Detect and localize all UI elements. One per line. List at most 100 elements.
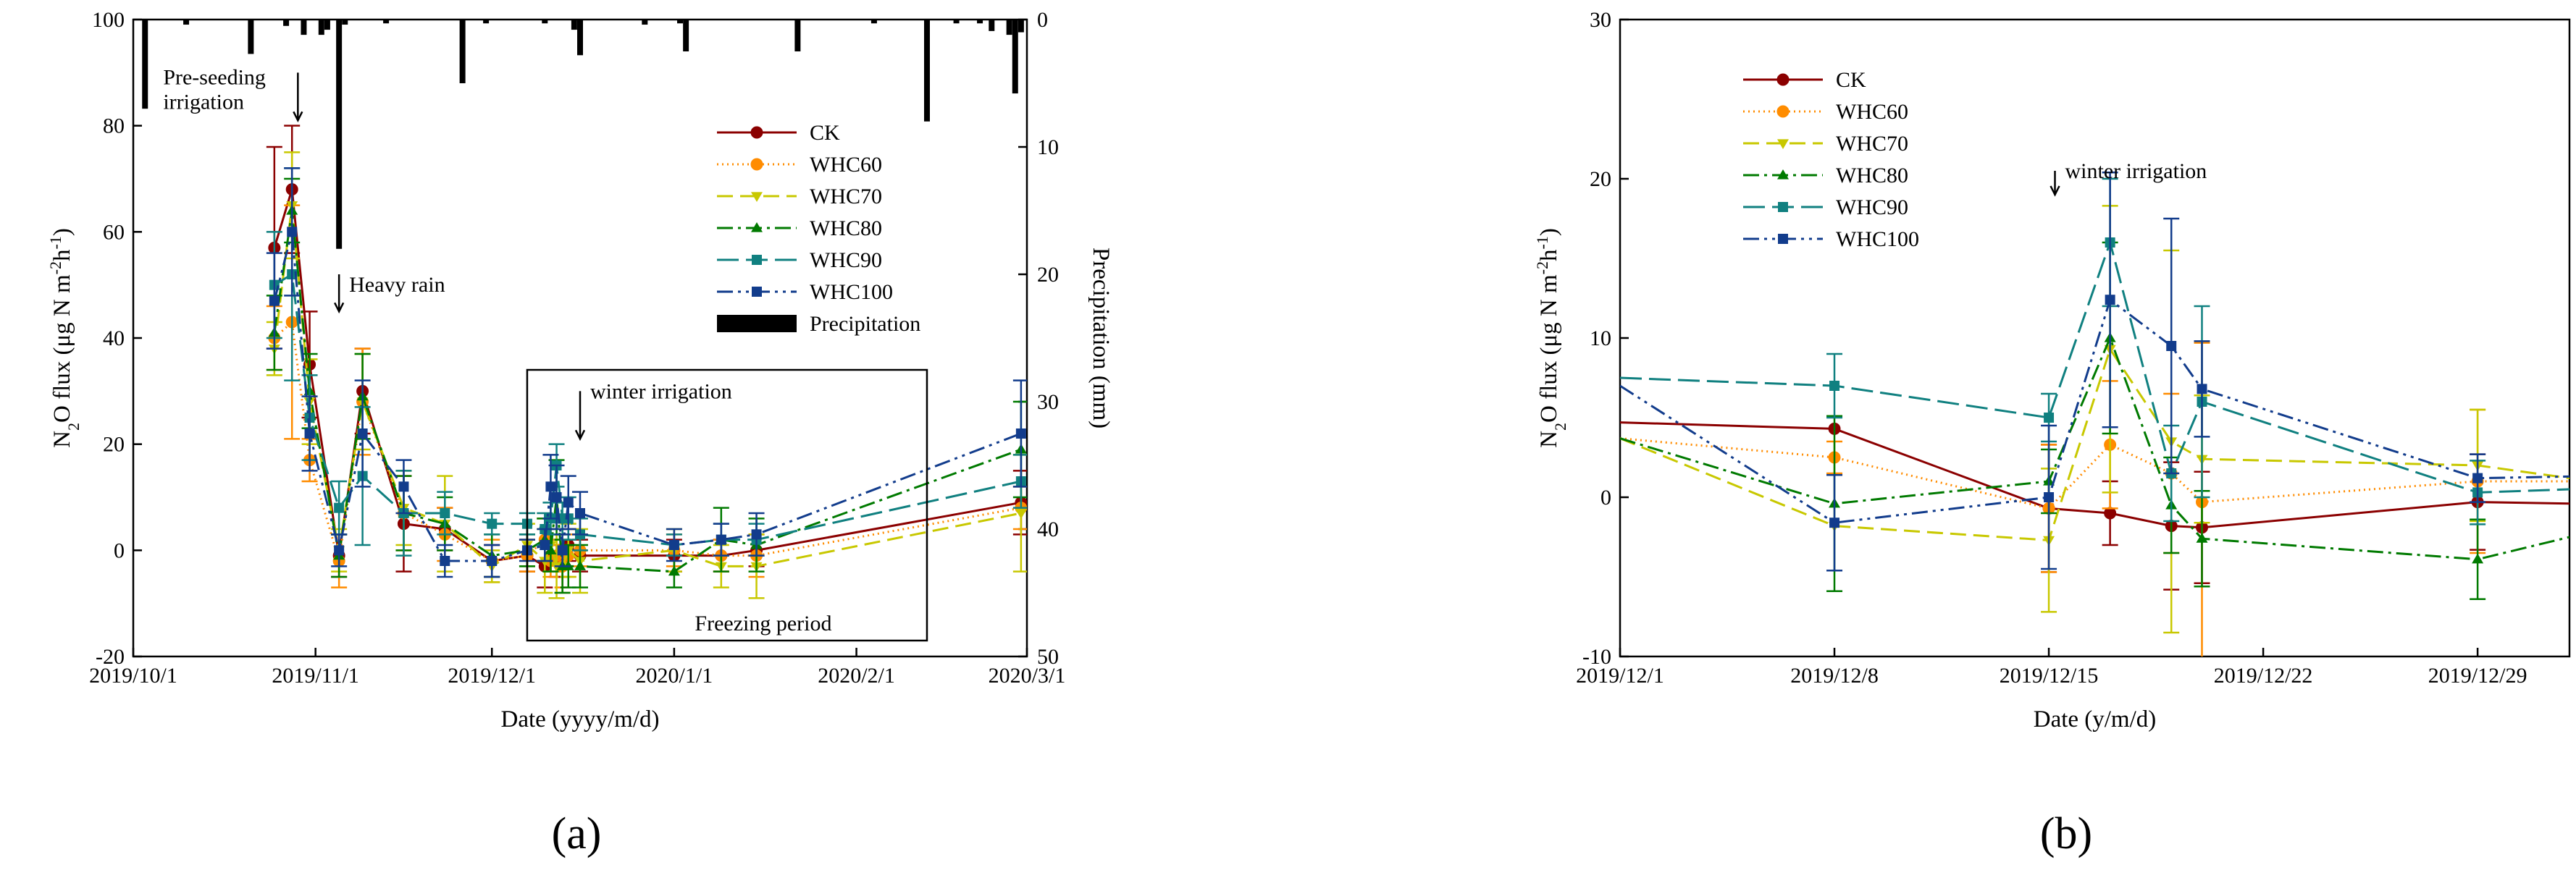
precipitation-bar	[248, 20, 254, 54]
marker-whc90	[1829, 381, 1840, 391]
panel-a-chart: 0 10 20 30 40 50 Precipitation (mm) -20 0 20 40 60 8…	[46, 8, 1115, 732]
series-line-whc100	[1620, 297, 2569, 524]
plot-frame	[1619, 18, 2571, 658]
annotation-text: winter irrigation	[590, 379, 732, 403]
freezing-period-label: Freezing period	[695, 612, 831, 635]
y-tick-label: 30	[1590, 8, 1611, 32]
precipitation-bar	[142, 20, 148, 109]
annotation-arrowhead	[574, 429, 586, 442]
y-tick-label: 40	[103, 326, 125, 350]
precipitation-bar	[642, 20, 648, 25]
annotation-text: irrigation	[163, 90, 244, 114]
legend: CK WHC60 WHC70 WHC80 WHC90 WHC100	[1743, 68, 1919, 251]
marker-whc100	[557, 545, 568, 556]
precipitation-bar	[683, 20, 689, 51]
marker-whc100	[487, 556, 498, 566]
annotation-arrowhead	[334, 302, 345, 314]
precipitation-bar	[483, 20, 490, 24]
x-tick-label: 2019/12/1	[448, 664, 536, 688]
y-tick-label: -20	[96, 645, 125, 669]
precipitation-bar	[383, 20, 390, 24]
precipitation-bar	[342, 20, 348, 25]
marker-whc100	[287, 227, 298, 237]
marker-whc100	[2105, 295, 2115, 305]
legend-label: WHC100	[810, 280, 893, 304]
legend-marker	[752, 255, 762, 265]
x-axis-label: Date (yyyy/m/d)	[500, 706, 659, 732]
marker-whc90	[2044, 413, 2055, 423]
precipitation-bar	[1006, 20, 1012, 35]
series-line-ck	[1620, 421, 2569, 529]
y-tick-label: 100	[92, 8, 125, 32]
series-line-whc80	[1620, 334, 2569, 561]
panel-b-chart: -10 0 10 20 30 2019/12/1 2019/12/8 2019/12/15 20…	[1533, 8, 2571, 732]
x-tick-label: 2019/12/1	[1576, 664, 1664, 688]
precipitation-bar	[571, 20, 577, 30]
marker-whc100	[2166, 341, 2177, 351]
marker-whc100	[563, 497, 574, 508]
y2-tick-label: 40	[1037, 518, 1059, 541]
marker-whc80	[2472, 553, 2484, 564]
annotation-text: Pre-seeding	[163, 65, 266, 89]
series-layer	[1620, 171, 2569, 656]
legend-marker	[1777, 169, 1789, 180]
y-tick-label: 0	[1600, 486, 1611, 510]
y2-tick-label: 10	[1037, 135, 1059, 159]
marker-whc100	[357, 428, 368, 439]
precipitation-bar	[542, 20, 548, 24]
x-tick-label: 2019/11/1	[272, 664, 359, 688]
marker-whc100	[716, 534, 726, 545]
legend-marker	[1778, 202, 1788, 212]
series-layer	[266, 124, 1027, 599]
y-axis-label: N2O flux (μg N m-2h-1)	[46, 228, 83, 448]
legend-label: WHC60	[1836, 100, 1908, 124]
y-tick-label: -10	[1582, 645, 1611, 669]
x-tick-label: 2020/3/1	[989, 664, 1066, 688]
y-tick-label: 60	[103, 220, 125, 244]
precipitation-bar	[1018, 20, 1024, 33]
legend-label: CK	[1836, 68, 1866, 92]
marker-whc100	[751, 529, 762, 540]
marker-whc80	[2196, 533, 2208, 543]
precipitation-bar	[989, 20, 995, 31]
series-line-whc60	[273, 319, 1022, 569]
x-tick-label: 2020/1/1	[636, 664, 713, 688]
y2-tick-label: 0	[1037, 8, 1048, 32]
marker-whc80	[668, 565, 680, 576]
marker-whc100	[668, 540, 679, 550]
legend-label: WHC90	[1836, 195, 1908, 219]
legend-label: WHC80	[810, 216, 882, 240]
precipitation-bar	[677, 20, 684, 24]
legend-marker	[1776, 73, 1790, 86]
marker-whc70	[1015, 509, 1027, 519]
marker-whc100	[2044, 492, 2055, 502]
annotation-arrowhead	[293, 111, 303, 123]
marker-whc100	[2472, 473, 2483, 483]
legend-marker	[1778, 234, 1788, 244]
legend-marker	[750, 126, 763, 139]
marker-whc100	[440, 556, 450, 566]
freezing-period-box	[526, 368, 928, 642]
precipitation-bar	[870, 20, 877, 24]
precipitation-bar	[577, 20, 583, 56]
x-tick-label: 2019/10/1	[89, 664, 177, 688]
y-tick-label: 20	[1590, 167, 1611, 191]
legend-label: WHC100	[1836, 227, 1919, 251]
series-line-whc60	[1620, 437, 2569, 510]
y-tick-label: 0	[114, 539, 125, 562]
legend-marker	[752, 287, 762, 297]
marker-whc100	[304, 428, 315, 439]
precipitation-bar	[1012, 20, 1018, 94]
y-axis-label: N2O flux (μg N m-2h-1)	[1533, 228, 1569, 448]
panel-b-label: (b)	[2040, 809, 2092, 858]
y-tick-label: 80	[103, 114, 125, 138]
marker-whc100	[334, 545, 345, 556]
x-tick-label: 2019/12/29	[2428, 664, 2527, 688]
marker-whc100	[2197, 384, 2207, 394]
marker-whc90	[334, 502, 345, 513]
marker-whc100	[269, 295, 280, 306]
y2-tick-label: 50	[1037, 645, 1059, 669]
annotation-arrowhead	[2050, 185, 2060, 197]
x-axis-label: Date (y/m/d)	[2034, 706, 2157, 732]
